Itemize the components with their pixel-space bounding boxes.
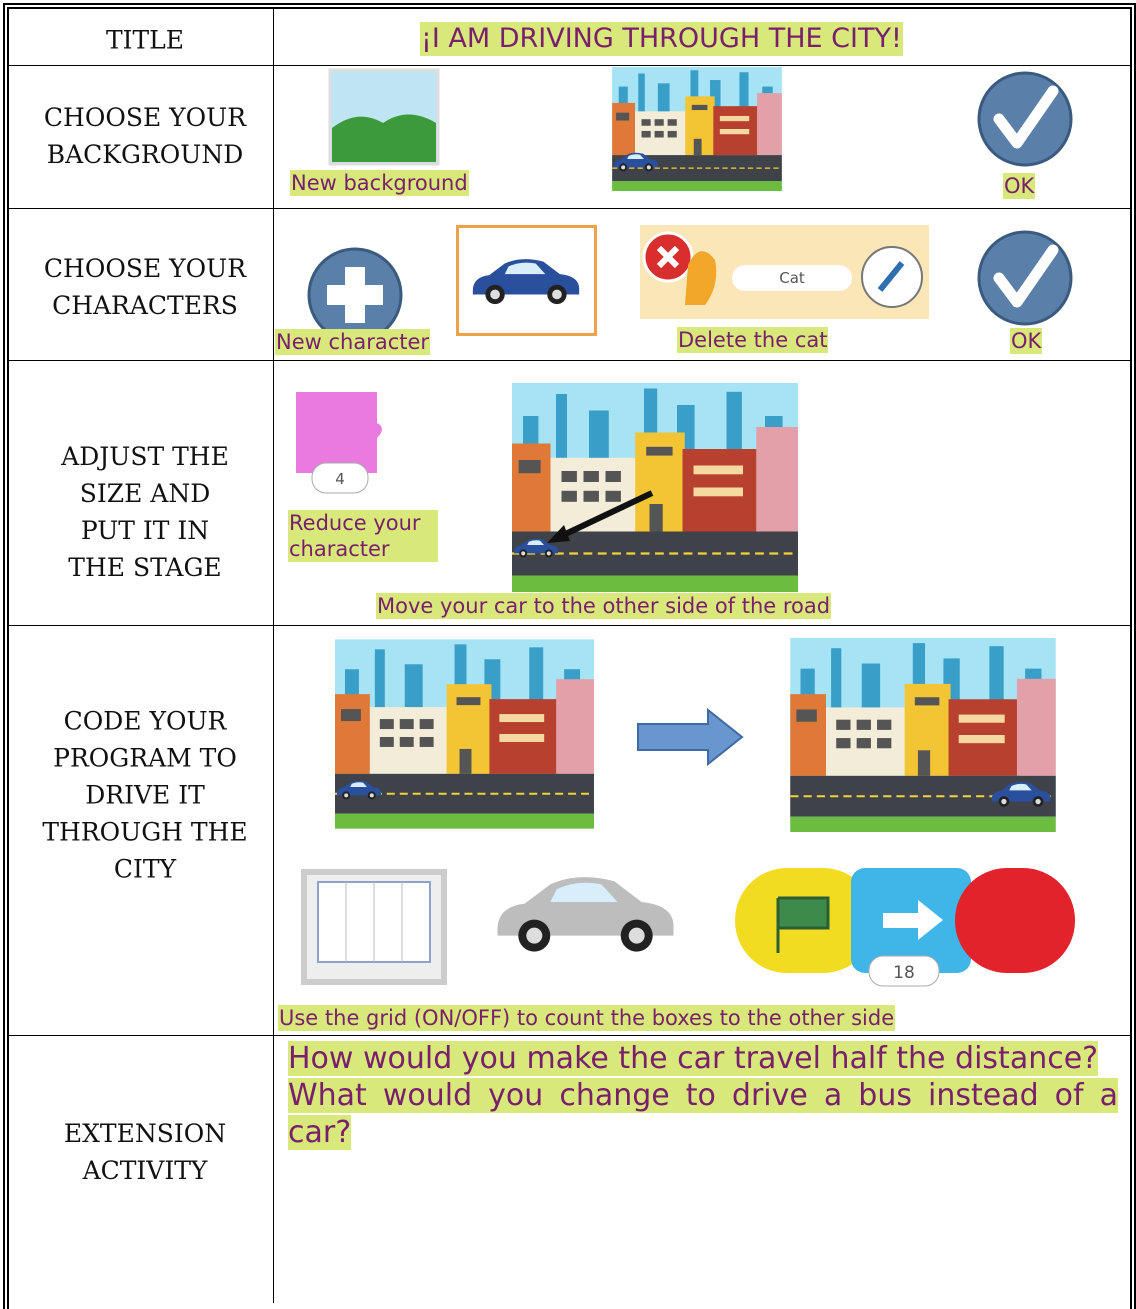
question: What would you change to drive a bus ins… <box>288 1077 1118 1151</box>
block-value: 18 <box>893 963 915 983</box>
row-divider <box>9 360 1130 361</box>
caption: New character <box>275 329 431 355</box>
row-label: CHOOSE YOUR BACKGROUND <box>43 103 247 169</box>
caption: OK <box>1010 328 1043 354</box>
row-label: CODE YOUR PROGRAM TO DRIVE IT THROUGH TH… <box>42 706 248 884</box>
sprite-name: Cat <box>779 269 805 287</box>
row-divider <box>9 65 1130 66</box>
ok-button <box>975 225 1075 331</box>
stage-image <box>612 67 782 191</box>
title: ¡I AM DRIVING THROUGH THE CITY! <box>420 22 903 56</box>
ok-button <box>975 67 1075 171</box>
car-sprite <box>456 225 597 336</box>
arrow <box>637 708 744 766</box>
gray-car <box>497 877 674 952</box>
questions: How would you make the car travel half t… <box>288 1040 1118 1151</box>
grid-icon <box>301 869 447 985</box>
row-label: EXTENSION ACTIVITY <box>63 1119 227 1185</box>
row-divider <box>9 208 1130 209</box>
question-text: How would you make the car travel half t… <box>288 1041 1099 1076</box>
caption: Reduce your character <box>288 510 438 562</box>
caption: Delete the cat <box>677 327 829 353</box>
caption: Use the grid (ON/OFF) to count the boxes… <box>278 1005 896 1031</box>
code-blocks: 18 <box>735 868 1075 987</box>
question: How would you make the car travel half t… <box>288 1040 1118 1077</box>
column-divider <box>273 9 274 1303</box>
caption: New background <box>290 170 469 196</box>
stage-image <box>512 383 798 592</box>
stage-start <box>335 638 594 830</box>
caption: OK <box>1003 173 1036 199</box>
question-text: What would you change to drive a bus ins… <box>288 1078 1118 1150</box>
table-frame <box>3 3 1136 1309</box>
stage-end <box>789 638 1057 832</box>
sprite-panel: Cat <box>640 225 929 319</box>
row-divider <box>9 1035 1130 1036</box>
row-label: ADJUST THE SIZE AND PUT IT IN THE STAGE <box>61 442 229 582</box>
row-label: TITLE <box>105 25 185 55</box>
block-value: 4 <box>335 470 345 488</box>
caption: Move your car to the other side of the r… <box>376 593 832 619</box>
landscape-icon <box>328 68 440 166</box>
size-block: 4 <box>296 392 382 494</box>
row-divider <box>9 625 1130 626</box>
row-label: CHOOSE YOUR CHARACTERS <box>43 254 247 320</box>
